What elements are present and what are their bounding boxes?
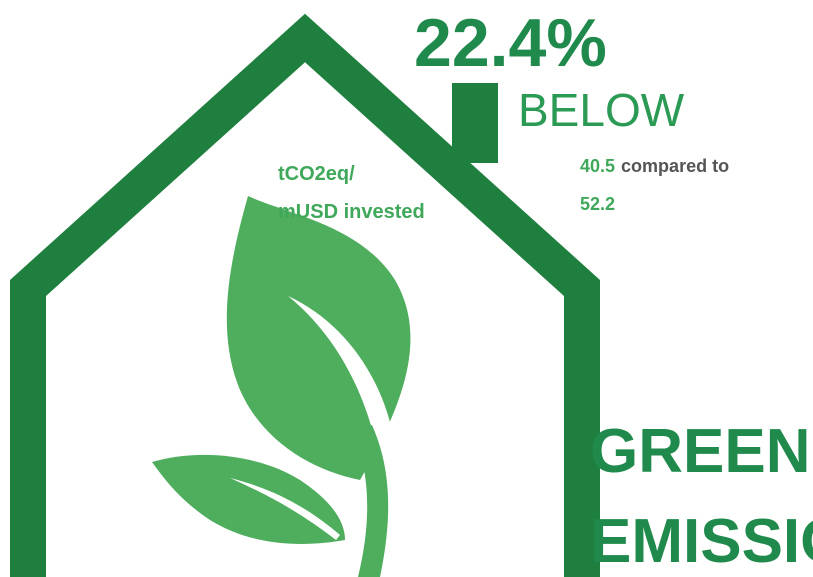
page: 22.4% BELOW tCO2eq/ mUSD invested 40.5 co… (0, 0, 813, 577)
comparison-baseline: 52.2 (580, 194, 615, 214)
headline-value: 22.4% (414, 5, 607, 81)
chimney (452, 83, 498, 163)
comparison-connector: compared to (621, 156, 729, 176)
small-leaf (152, 455, 345, 544)
headline-direction: BELOW (518, 84, 685, 136)
title-line: EMISSIONS (590, 507, 813, 576)
unit-line: tCO2eq/ (278, 163, 355, 185)
comparison-current: 40.5 compared to (580, 156, 729, 176)
infographic: 22.4% BELOW tCO2eq/ mUSD invested 40.5 co… (0, 0, 813, 577)
title-line: GREENHOUSE (590, 417, 813, 486)
comparison-current-value: 40.5 (580, 156, 615, 176)
unit-line: mUSD invested (278, 201, 425, 223)
